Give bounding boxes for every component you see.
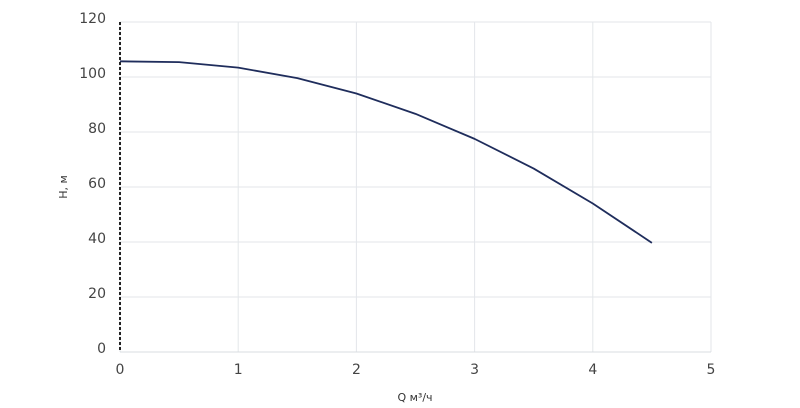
x-tick-label: 0	[116, 362, 125, 378]
x-tick-label: 3	[470, 362, 479, 378]
y-tick-label: 20	[88, 286, 106, 302]
y-axis-title: H, м	[57, 175, 70, 199]
x-axis-title: Q м³/ч	[397, 391, 432, 404]
y-tick-label: 80	[88, 121, 106, 137]
y-tick-label: 0	[97, 341, 106, 357]
y-tick-label: 60	[88, 176, 106, 192]
x-tick-label: 4	[588, 362, 597, 378]
x-tick-label: 5	[707, 362, 716, 378]
y-tick-label: 40	[88, 231, 106, 247]
x-tick-label: 2	[352, 362, 361, 378]
data-line	[119, 60, 653, 244]
y-tick-label: 120	[79, 11, 106, 27]
y-tick-label: 100	[79, 66, 106, 82]
x-tick-label: 1	[234, 362, 243, 378]
